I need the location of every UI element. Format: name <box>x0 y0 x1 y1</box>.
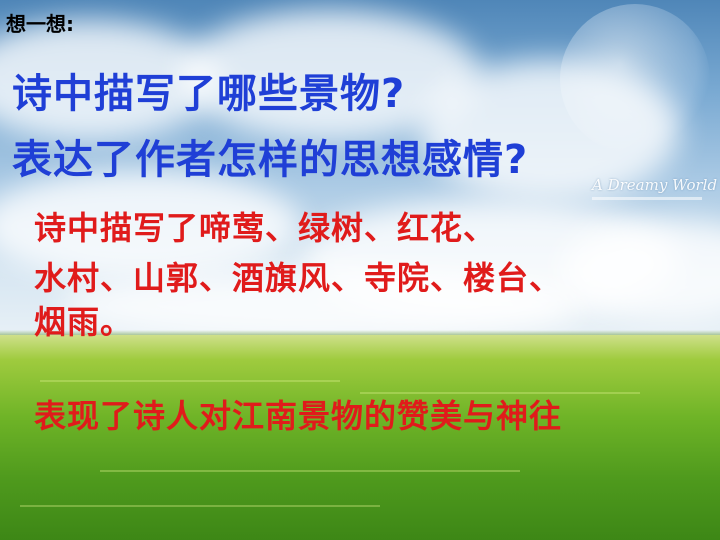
grass-streak <box>40 380 340 382</box>
grass-streak <box>100 470 520 472</box>
cloud <box>0 170 300 280</box>
slide-heading: 想一想: <box>6 12 74 36</box>
watermark-subline <box>592 197 702 200</box>
conclusion-text: 表现了诗人对江南景物的赞美与神往 <box>34 397 563 435</box>
question-1: 诗中描写了哪些景物? <box>12 71 406 117</box>
question-2: 表达了作者怎样的思想感情? <box>12 137 529 183</box>
answer-line-3: 烟雨。 <box>34 303 134 341</box>
answer-line-1: 诗中描写了啼莺、绿树、红花、 <box>34 209 497 247</box>
cloud <box>420 60 680 200</box>
grass-streak <box>360 392 640 394</box>
cloud <box>60 270 580 340</box>
grass-streak <box>20 505 380 507</box>
grass-field <box>0 335 720 540</box>
answer-line-2: 水村、山郭、酒旗风、寺院、楼台、 <box>34 259 563 297</box>
watermark-text: A Dreamy World <box>592 176 718 194</box>
